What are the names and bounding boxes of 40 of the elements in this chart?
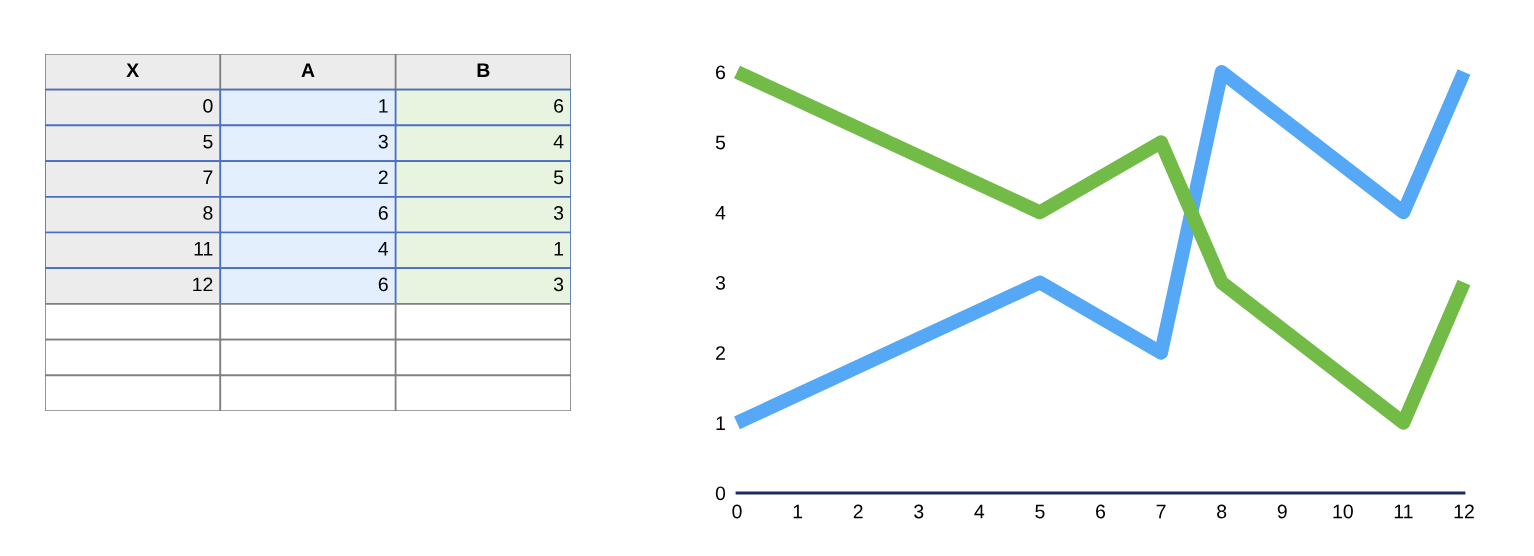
x-tick-label: 6 <box>1096 504 1106 519</box>
data-label: 3 <box>553 277 564 292</box>
y-tick-label: 4 <box>715 206 726 220</box>
data-label: 2 <box>378 170 388 184</box>
x-tick-label: B <box>477 63 490 77</box>
x-tick-label: 5 <box>1035 504 1045 519</box>
x-tick-label: A <box>301 63 315 77</box>
x-tick-label: 4 <box>974 504 985 519</box>
x-tick-label: 1 <box>793 504 803 519</box>
x-tick-label: 10 <box>1333 504 1353 519</box>
y-tick-label: 8 <box>203 206 213 220</box>
data-label: 3 <box>553 206 564 220</box>
data-label: 4 <box>553 134 564 149</box>
y-tick-label: 5 <box>203 134 213 149</box>
y-tick-label: 11 <box>194 242 213 256</box>
x-tick-label: 11 <box>1394 504 1413 519</box>
data-label: 6 <box>378 206 388 220</box>
y-tick-label: 3 <box>715 275 726 290</box>
y-tick-label: 0 <box>715 486 726 501</box>
y-tick-label: 7 <box>203 170 213 184</box>
x-tick-label: 8 <box>1217 504 1227 519</box>
y-tick-label: 5 <box>715 135 726 150</box>
data-label: 5 <box>553 170 564 185</box>
x-tick-label: 3 <box>914 504 924 519</box>
x-tick-label: 9 <box>1277 504 1287 519</box>
data-label: 6 <box>554 99 564 113</box>
y-tick-label: 12 <box>193 277 213 292</box>
data-label: 4 <box>378 242 389 256</box>
x-tick-label: 12 <box>1454 504 1474 519</box>
x-tick-label: 0 <box>732 504 742 519</box>
data-label: 1 <box>554 242 564 256</box>
x-tick-label: 2 <box>853 504 863 519</box>
y-axis-title: X <box>126 63 139 77</box>
x-tick-label: 7 <box>1156 504 1166 519</box>
y-tick-label: 0 <box>203 99 213 113</box>
y-tick-label: 1 <box>716 416 725 430</box>
data-label: 6 <box>378 277 388 292</box>
data-label: 3 <box>378 134 388 149</box>
y-tick-label: 2 <box>716 346 725 360</box>
data-label: 1 <box>379 99 388 113</box>
